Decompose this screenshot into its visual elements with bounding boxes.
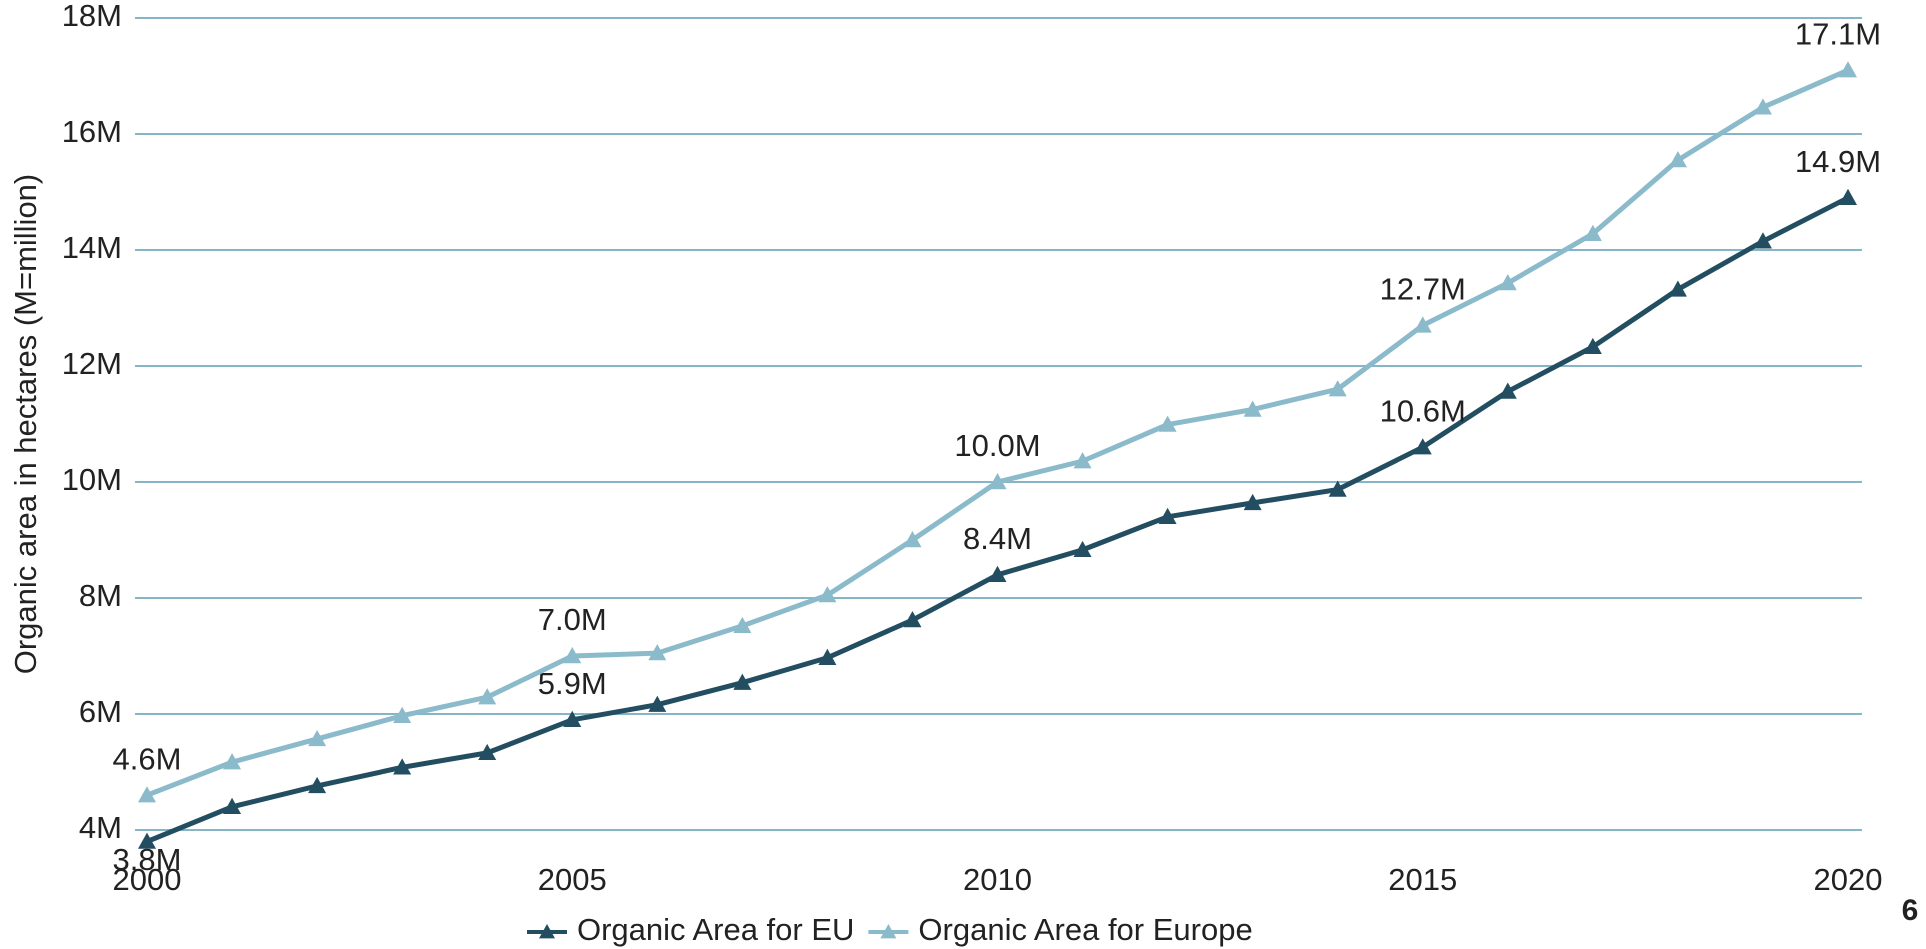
point-marker — [393, 758, 412, 775]
point-marker — [1328, 380, 1347, 397]
point-marker — [1073, 540, 1092, 558]
point-marker — [1753, 98, 1772, 115]
legend-label: Organic Area for Europe — [918, 912, 1252, 947]
y-tick-label: 18M — [62, 0, 122, 33]
point-marker — [988, 565, 1007, 582]
data-label: 10.6M — [1380, 393, 1466, 428]
y-tick-label: 8M — [79, 578, 122, 613]
point-marker — [308, 776, 327, 794]
point-marker — [1158, 415, 1177, 432]
data-label: 17.1M — [1795, 16, 1881, 51]
x-tick-label: 2005 — [538, 862, 607, 897]
y-tick-label: 12M — [62, 346, 122, 381]
point-marker — [1073, 452, 1092, 469]
data-label: 5.9M — [538, 666, 607, 701]
point-marker — [1498, 382, 1517, 399]
point-marker — [903, 531, 922, 548]
point-marker — [1243, 400, 1262, 417]
point-marker — [308, 729, 327, 747]
x-tick-label: 2015 — [1388, 862, 1457, 897]
point-marker — [1583, 337, 1602, 355]
point-marker — [903, 611, 922, 628]
data-label: 4.6M — [113, 741, 182, 776]
point-marker — [223, 797, 242, 814]
y-tick-label: 14M — [62, 230, 122, 265]
point-marker — [1243, 493, 1262, 511]
point-marker — [138, 786, 156, 803]
y-tick-label: 6M — [79, 694, 122, 729]
point-marker — [138, 832, 156, 849]
legend-marker — [880, 924, 897, 939]
y-tick-label: 10M — [62, 462, 122, 497]
point-marker — [648, 695, 667, 712]
data-label: 12.7M — [1380, 272, 1466, 307]
series-line — [146, 195, 1850, 844]
data-label: 7.0M — [538, 602, 607, 637]
point-marker — [818, 586, 837, 603]
legend-marker — [539, 924, 555, 939]
data-label: 3.8M — [113, 842, 182, 877]
legend-label: Organic Area for EU — [577, 912, 854, 947]
point-marker — [818, 648, 837, 665]
x-tick-label: 2020 — [1814, 862, 1883, 897]
x-tick-label: 2010 — [963, 862, 1032, 897]
y-axis-label: Organic area in hectares (M=million) — [8, 174, 43, 675]
point-marker — [478, 743, 497, 761]
point-marker — [563, 710, 582, 727]
data-label: 10.0M — [954, 428, 1040, 463]
x-tick-label: 2000 — [113, 862, 182, 897]
point-marker — [1158, 507, 1177, 524]
page-number: 6 — [1902, 894, 1919, 927]
point-marker — [1668, 280, 1687, 297]
point-marker — [1498, 274, 1517, 291]
point-marker — [1583, 224, 1602, 241]
point-marker — [1753, 232, 1772, 249]
point-marker — [563, 647, 582, 664]
point-marker — [478, 688, 497, 705]
point-marker — [988, 473, 1007, 490]
point-marker — [1668, 151, 1687, 168]
point-marker — [733, 616, 752, 634]
y-tick-label: 16M — [62, 114, 122, 149]
point-marker — [223, 753, 242, 770]
y-tick-label: 4M — [79, 810, 122, 845]
data-label: 8.4M — [963, 521, 1032, 556]
data-label: 14.9M — [1795, 144, 1881, 179]
point-marker — [1839, 188, 1857, 205]
point-marker — [393, 706, 412, 723]
point-marker — [1328, 480, 1347, 497]
point-marker — [1839, 61, 1857, 78]
point-marker — [1413, 316, 1432, 333]
point-marker — [648, 644, 667, 661]
point-marker — [733, 673, 752, 690]
point-marker — [1413, 438, 1432, 455]
